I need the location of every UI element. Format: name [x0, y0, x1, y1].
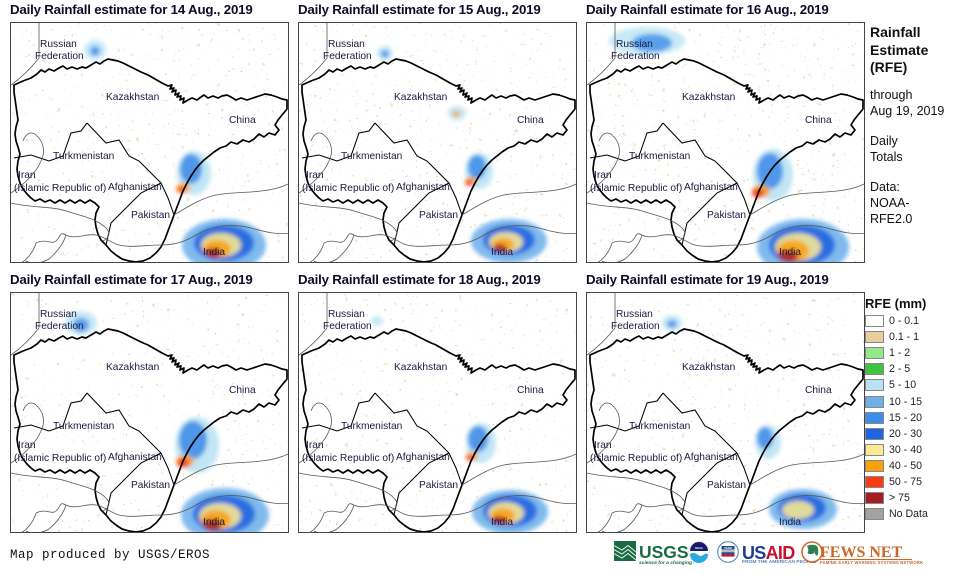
svg-text:NOAA: NOAA — [695, 546, 703, 550]
svg-text:science for a changing world: science for a changing world — [639, 560, 694, 566]
svg-text:USGS: USGS — [639, 542, 689, 562]
svg-text:USAID: USAID — [724, 547, 732, 550]
